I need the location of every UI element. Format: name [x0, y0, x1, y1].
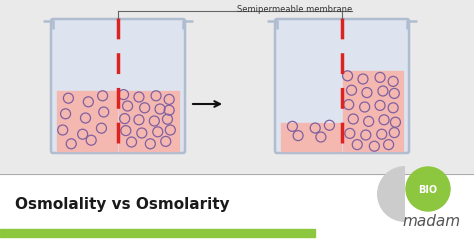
Text: Semipermeable membrane: Semipermeable membrane: [237, 6, 352, 15]
Bar: [0, 174, 474, 250]
FancyBboxPatch shape: [51, 20, 185, 154]
Bar: [281, 124, 341, 152]
Bar: [57, 92, 117, 152]
Bar: [0, 229, 315, 237]
FancyBboxPatch shape: [275, 20, 409, 154]
Bar: [119, 92, 179, 152]
Text: BIO: BIO: [419, 184, 438, 194]
Text: madam: madam: [403, 214, 461, 228]
Circle shape: [406, 167, 450, 211]
Bar: [343, 72, 403, 152]
Text: Osmolality vs Osmolarity: Osmolality vs Osmolarity: [15, 197, 229, 212]
Wedge shape: [377, 166, 405, 222]
